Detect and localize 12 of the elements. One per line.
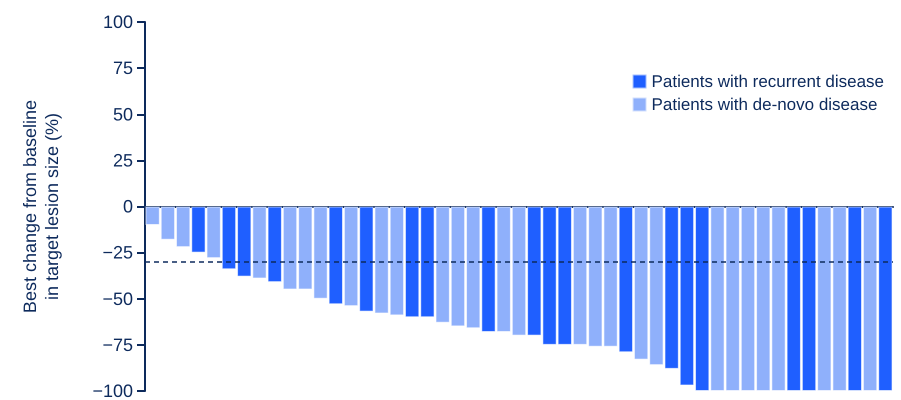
y-tick-label: −100: [92, 381, 133, 400]
y-tick-label: 50: [112, 104, 133, 124]
y-tick-label: 100: [102, 12, 133, 32]
y-tick-label: −50: [102, 288, 133, 309]
y-tick-label: 75: [112, 58, 133, 78]
y-tick-label: −75: [102, 334, 133, 355]
y-axis-title: Best change from baseline in target lesion size (%): [20, 100, 62, 314]
y-tick-label: −25: [102, 242, 133, 263]
y-tick-label: 0: [122, 196, 133, 216]
y-tick-label: 25: [112, 150, 133, 170]
legend-label: Patients with recurrent disease: [652, 72, 884, 91]
legend-label: Patients with de-novo disease: [652, 95, 878, 114]
